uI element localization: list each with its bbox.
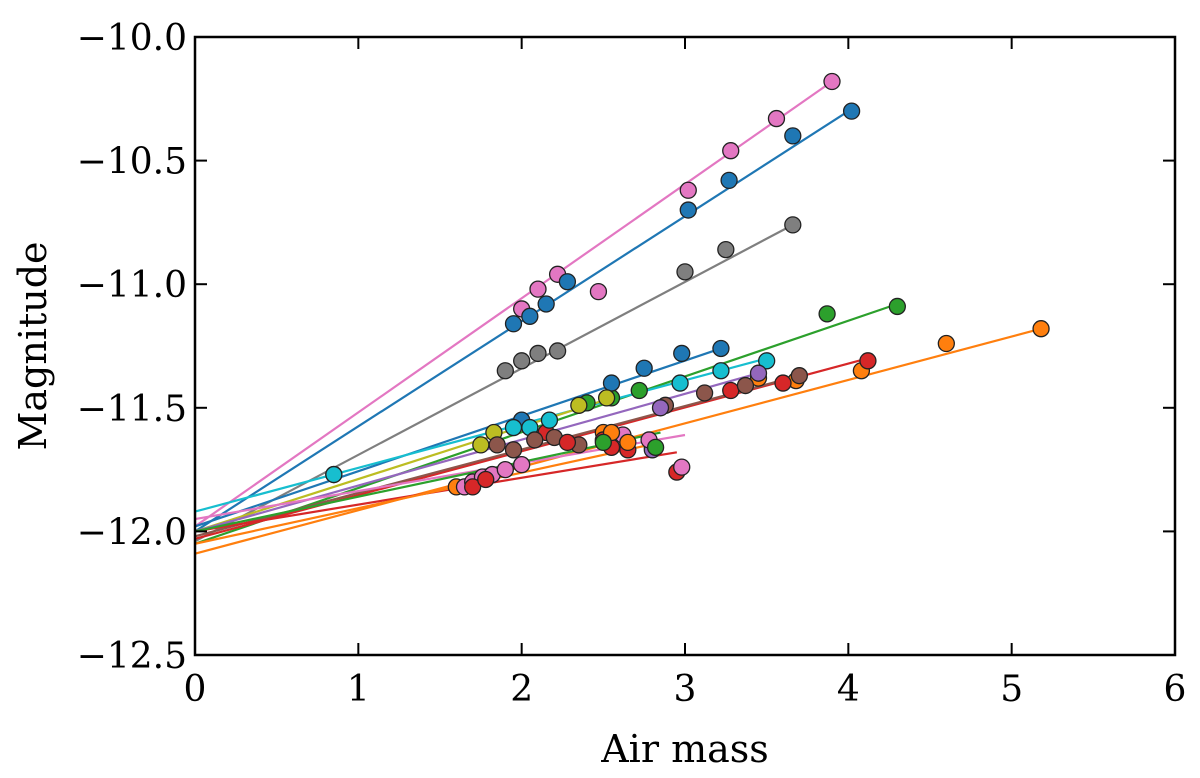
data-point-blue-middle-2	[635, 359, 653, 377]
x-tick-label-6: 6	[1164, 669, 1187, 710]
data-point-red-5	[774, 374, 792, 392]
data-point-purple-2	[749, 364, 768, 382]
data-point-pink-5	[722, 142, 740, 160]
data-point-orange-6	[1032, 320, 1050, 338]
x-tick-label-2: 2	[510, 669, 533, 710]
data-point-green-lower-1	[646, 438, 665, 457]
data-point-pink-4	[679, 181, 697, 199]
data-point-blue-upper-5	[720, 171, 738, 190]
fit-lines-layer	[194, 80, 1042, 555]
data-point-brown-7	[736, 376, 755, 395]
fit-line-gray	[194, 223, 794, 543]
data-point-cyan-0	[325, 465, 343, 484]
data-point-pink-lower-5	[513, 456, 531, 474]
data-point-olive-2	[570, 396, 588, 414]
data-point-pink-7	[823, 72, 841, 91]
fit-line-red	[194, 357, 869, 540]
data-points-layer	[325, 72, 1050, 496]
data-point-cyan-4	[671, 374, 689, 392]
data-point-cyan-1	[504, 418, 523, 437]
data-point-purple-1	[651, 399, 670, 417]
x-tick-label-4: 4	[837, 669, 860, 710]
y-tick-label-3: −11.5	[77, 389, 187, 430]
data-point-blue-upper-4	[679, 201, 697, 219]
data-point-blue-upper-3	[558, 273, 577, 291]
data-point-cyan-3	[540, 411, 559, 429]
y-tick-label-4: −12.0	[77, 512, 187, 553]
data-point-blue-upper-2	[537, 295, 555, 313]
data-point-blue-middle-4	[712, 339, 730, 358]
x-axis-label: Air mass	[600, 727, 769, 771]
y-tick-label-0: −10.0	[77, 18, 187, 59]
data-point-red-lower-0	[464, 478, 482, 496]
data-point-pink-6	[767, 109, 786, 128]
data-point-green-3	[818, 305, 836, 323]
data-point-orange-lower-1	[619, 433, 637, 452]
data-point-pink-lower-9	[673, 458, 691, 476]
data-point-brown-0	[488, 436, 506, 454]
x-tick-label-0: 0	[184, 669, 207, 710]
data-point-gray-1	[496, 362, 514, 380]
x-tick-label-3: 3	[674, 669, 697, 710]
data-point-pink-1	[529, 280, 547, 298]
fit-line-blue-middle	[194, 347, 722, 528]
y-tick-label-1: −10.5	[77, 142, 187, 183]
data-point-blue-middle-1	[602, 374, 621, 392]
data-point-red-lower-2	[558, 433, 577, 452]
data-point-blue-middle-3	[673, 344, 691, 363]
data-point-red-lower-1	[477, 470, 495, 489]
axis-ticks-layer: 0 1 2 3 4 5 6 −10.0 −10.5 −11.0 −11.5 −12.0 −12.5	[77, 18, 1187, 710]
y-tick-label-5: −12.5	[77, 636, 187, 677]
data-point-green-4	[888, 297, 906, 316]
data-point-cyan-6	[758, 352, 776, 370]
data-point-brown-8	[790, 367, 808, 385]
data-point-cyan-5	[712, 362, 730, 380]
data-point-gray-6	[717, 240, 735, 259]
data-point-red-4	[722, 381, 740, 400]
data-point-olive-0	[472, 436, 490, 454]
data-point-blue-upper-1	[521, 307, 539, 325]
data-point-gray-3	[529, 344, 547, 363]
y-axis-label: Magnitude	[11, 241, 55, 450]
data-point-gray-4	[548, 342, 567, 360]
fit-line-orange-lower	[194, 441, 661, 545]
x-tick-label-1: 1	[347, 669, 370, 710]
data-point-blue-upper-7	[842, 102, 861, 120]
data-point-orange-5	[937, 334, 955, 353]
data-point-blue-upper-0	[504, 315, 523, 333]
data-point-brown-6	[695, 384, 714, 402]
y-tick-label-2: −11.0	[77, 265, 187, 306]
data-point-blue-upper-6	[784, 127, 802, 145]
data-point-gray-5	[676, 263, 694, 281]
data-point-green-2	[630, 381, 648, 400]
data-point-gray-7	[784, 216, 802, 234]
data-point-green-lower-0	[594, 433, 612, 452]
data-point-pink-3	[589, 282, 608, 301]
data-point-brown-1	[504, 441, 523, 459]
data-point-pink-lower-4	[496, 460, 514, 479]
data-point-olive-3	[597, 389, 616, 407]
x-tick-label-5: 5	[1000, 669, 1023, 710]
data-point-red-6	[859, 352, 877, 370]
data-point-gray-2	[513, 352, 531, 370]
fit-line-cyan	[194, 357, 767, 513]
data-point-brown-2	[526, 431, 544, 449]
